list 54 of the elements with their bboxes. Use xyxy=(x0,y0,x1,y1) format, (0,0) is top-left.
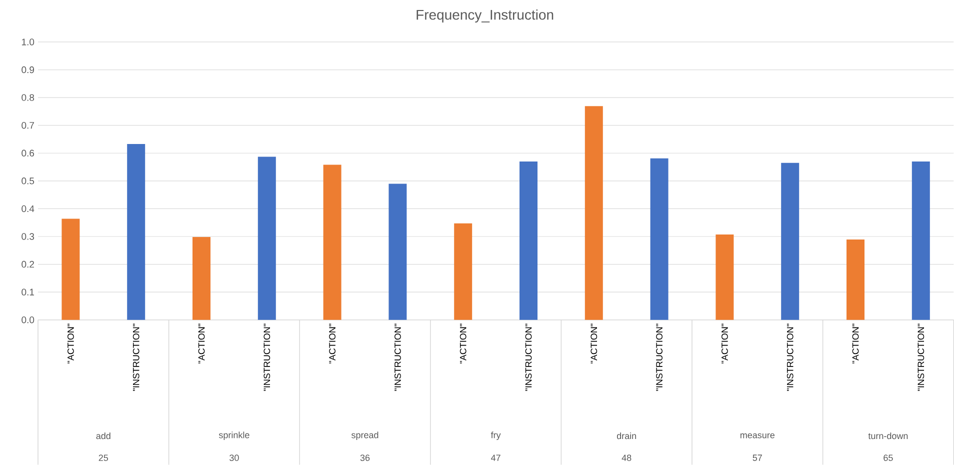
bar xyxy=(454,224,472,320)
x-tick-label: "ACTION" xyxy=(68,324,74,364)
text: sprinkle xyxy=(218,432,250,440)
bar xyxy=(912,162,930,320)
text: 47 xyxy=(491,454,500,461)
bar xyxy=(584,106,603,320)
text: 30 xyxy=(230,454,239,462)
x-tick-label: "INSTRUCTION" xyxy=(918,324,924,391)
text: measure xyxy=(740,433,775,438)
text: spread xyxy=(351,432,378,440)
bar xyxy=(62,218,80,320)
x-tick-label: "ACTION" xyxy=(722,324,728,364)
x-tick-label: "INSTRUCTION" xyxy=(394,324,401,391)
bar xyxy=(520,162,538,320)
y-tick-label: 0.6 xyxy=(22,150,34,157)
chart-title: Frequency_Instruction xyxy=(416,10,554,23)
bar xyxy=(846,240,865,320)
y-tick-label: 0.4 xyxy=(22,205,34,212)
text: fry xyxy=(490,432,501,440)
bar xyxy=(388,184,407,320)
text: turn-down xyxy=(868,432,908,440)
y-tick-label: 0.1 xyxy=(22,288,34,296)
text: 25 xyxy=(98,454,108,462)
y-tick-label: 0.0 xyxy=(22,316,34,324)
x-tick-label: "INSTRUCTION" xyxy=(525,324,532,391)
bar xyxy=(323,164,342,320)
x-tick-label: "ACTION" xyxy=(460,324,466,364)
y-tick-label: 0.7 xyxy=(22,122,34,129)
x-tick-label: "INSTRUCTION" xyxy=(786,324,794,391)
text: 48 xyxy=(622,454,632,462)
bar xyxy=(781,162,800,320)
bar xyxy=(650,158,668,320)
y-tick-label: 0.8 xyxy=(22,94,34,102)
bar xyxy=(258,156,276,320)
bar xyxy=(127,144,146,320)
y-tick-label: 0.3 xyxy=(22,233,34,240)
bar xyxy=(192,237,210,320)
text: drain xyxy=(616,432,636,440)
y-tick-label: 0.9 xyxy=(22,66,34,74)
x-tick-label: "INSTRUCTION" xyxy=(132,324,140,391)
y-tick-label: 1.0 xyxy=(22,38,34,46)
bar xyxy=(716,234,734,320)
y-tick-label: 0.5 xyxy=(22,178,34,184)
text: add xyxy=(96,432,110,440)
text: 57 xyxy=(752,454,762,462)
text: 65 xyxy=(884,454,893,462)
text: 36 xyxy=(360,454,370,462)
x-tick-label: "INSTRUCTION" xyxy=(264,324,270,391)
y-tick-label: 0.2 xyxy=(22,261,34,268)
x-tick-label: "ACTION" xyxy=(329,324,336,364)
x-tick-label: "ACTION" xyxy=(198,324,205,364)
x-tick-label: "INSTRUCTION" xyxy=(656,324,662,391)
x-tick-label: "ACTION" xyxy=(852,324,859,364)
x-tick-label: "ACTION" xyxy=(590,324,598,364)
